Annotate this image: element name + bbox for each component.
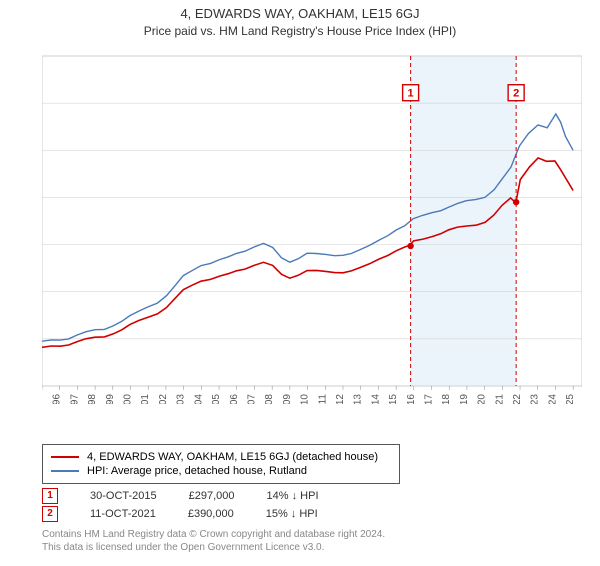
svg-text:2007: 2007 [246, 394, 257, 404]
marker-price: £390,000 [188, 508, 234, 520]
svg-text:1999: 1999 [105, 394, 116, 404]
marker-table: 1 30-OCT-2015 £297,000 14% ↓ HPI 2 11-OC… [42, 486, 319, 524]
svg-text:1996: 1996 [52, 394, 63, 404]
svg-text:2010: 2010 [300, 394, 311, 404]
svg-text:2012: 2012 [335, 394, 346, 404]
chart-subtitle: Price paid vs. HM Land Registry's House … [0, 24, 600, 38]
footer-line: Contains HM Land Registry data © Crown c… [42, 528, 385, 541]
svg-text:1: 1 [408, 88, 414, 100]
svg-text:2015: 2015 [388, 394, 399, 404]
svg-text:2009: 2009 [282, 394, 293, 404]
svg-text:2017: 2017 [424, 394, 435, 404]
marker-date: 11-OCT-2021 [90, 508, 156, 520]
svg-text:2: 2 [513, 88, 519, 100]
svg-text:2008: 2008 [264, 394, 275, 404]
legend-label: HPI: Average price, detached house, Rutl… [87, 465, 307, 477]
svg-text:2003: 2003 [176, 394, 187, 404]
svg-text:2018: 2018 [441, 394, 452, 404]
svg-text:2023: 2023 [530, 394, 541, 404]
legend-item: 4, EDWARDS WAY, OAKHAM, LE15 6GJ (detach… [51, 451, 391, 463]
table-row: 1 30-OCT-2015 £297,000 14% ↓ HPI [42, 488, 319, 504]
svg-text:2001: 2001 [140, 394, 151, 404]
svg-text:2022: 2022 [512, 394, 523, 404]
marker-delta: 14% ↓ HPI [267, 490, 319, 502]
svg-text:2004: 2004 [193, 394, 204, 404]
svg-text:1997: 1997 [69, 394, 80, 404]
svg-text:1995: 1995 [42, 394, 45, 404]
svg-text:2014: 2014 [370, 394, 381, 404]
svg-text:2005: 2005 [211, 394, 222, 404]
marker-number-icon: 1 [42, 488, 58, 504]
legend-swatch-hpi [51, 470, 79, 472]
svg-text:2025: 2025 [565, 394, 576, 404]
table-row: 2 11-OCT-2021 £390,000 15% ↓ HPI [42, 506, 319, 522]
svg-text:2016: 2016 [406, 394, 417, 404]
marker-date: 30-OCT-2015 [90, 490, 157, 502]
price-chart: £0£100K£200K£300K£400K£500K£600K£700K199… [42, 54, 582, 404]
svg-text:1998: 1998 [87, 394, 98, 404]
svg-text:2002: 2002 [158, 394, 169, 404]
svg-text:2006: 2006 [229, 394, 240, 404]
marker-price: £297,000 [189, 490, 235, 502]
svg-text:2019: 2019 [459, 394, 470, 404]
svg-text:2013: 2013 [353, 394, 364, 404]
marker-delta: 15% ↓ HPI [266, 508, 318, 520]
legend: 4, EDWARDS WAY, OAKHAM, LE15 6GJ (detach… [42, 444, 400, 484]
svg-text:2024: 2024 [547, 394, 558, 404]
footer-attribution: Contains HM Land Registry data © Crown c… [42, 528, 385, 554]
svg-text:2011: 2011 [317, 394, 328, 404]
svg-text:2020: 2020 [477, 394, 488, 404]
chart-title: 4, EDWARDS WAY, OAKHAM, LE15 6GJ [0, 6, 600, 21]
legend-label: 4, EDWARDS WAY, OAKHAM, LE15 6GJ (detach… [87, 451, 378, 463]
footer-line: This data is licensed under the Open Gov… [42, 541, 385, 554]
legend-item: HPI: Average price, detached house, Rutl… [51, 465, 391, 477]
svg-text:2021: 2021 [494, 394, 505, 404]
svg-text:2000: 2000 [123, 394, 134, 404]
legend-swatch-property [51, 456, 79, 458]
marker-number-icon: 2 [42, 506, 58, 522]
